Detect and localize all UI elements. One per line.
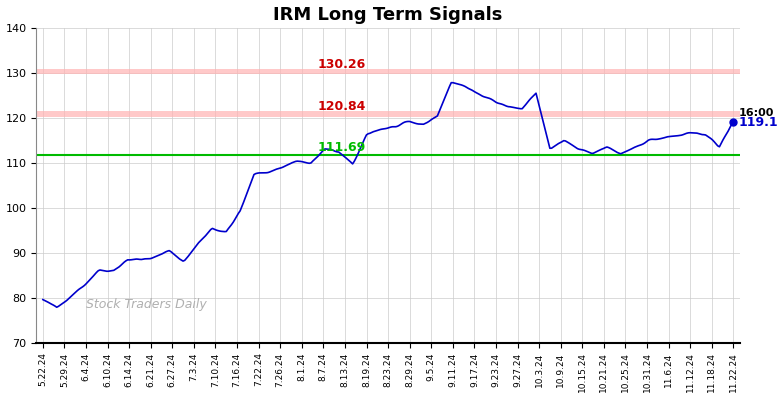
Text: 130.26: 130.26 — [318, 58, 366, 71]
Text: 120.84: 120.84 — [318, 100, 366, 113]
Text: 111.69: 111.69 — [318, 141, 366, 154]
Bar — [36, 69, 740, 74]
Text: 16:00: 16:00 — [739, 109, 774, 119]
Bar — [36, 111, 740, 117]
Text: 119.1: 119.1 — [739, 116, 779, 129]
Title: IRM Long Term Signals: IRM Long Term Signals — [274, 6, 503, 23]
Text: Stock Traders Daily: Stock Traders Daily — [85, 298, 206, 311]
